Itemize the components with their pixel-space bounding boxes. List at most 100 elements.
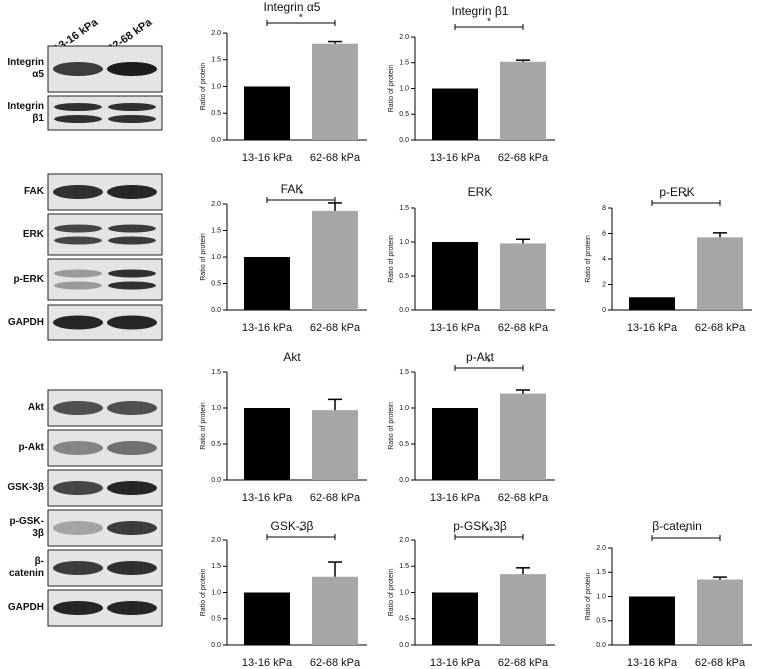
bar bbox=[500, 393, 546, 480]
y-tick-label: 0.5 bbox=[211, 280, 221, 287]
bar bbox=[629, 596, 675, 645]
x-tick-label: 62-68 kPa bbox=[695, 322, 746, 334]
band bbox=[107, 561, 157, 575]
y-tick-label: 0.0 bbox=[596, 642, 606, 649]
band bbox=[53, 521, 103, 535]
chart-title: GSK-3β bbox=[271, 519, 314, 533]
blot-label: FAK bbox=[24, 186, 44, 197]
bar bbox=[312, 43, 358, 141]
band bbox=[53, 481, 103, 495]
y-tick-label: 0.5 bbox=[211, 110, 221, 117]
blot-label: Akt bbox=[27, 402, 44, 413]
chart-title: Akt bbox=[283, 350, 301, 364]
y-tick-label: 1.0 bbox=[211, 405, 221, 412]
chart-title: ERK bbox=[468, 185, 493, 199]
bar bbox=[432, 408, 478, 480]
blot-label: Integrin β1 bbox=[7, 101, 44, 124]
y-tick-label: 1.5 bbox=[211, 227, 221, 234]
y-tick-label: 2.0 bbox=[399, 34, 409, 41]
y-axis-label: Ratio of protein bbox=[200, 402, 207, 450]
band bbox=[108, 236, 156, 245]
y-tick-label: 0.5 bbox=[211, 441, 221, 448]
x-tick-label: 13-16 kPa bbox=[430, 657, 481, 669]
y-tick-label: 0.0 bbox=[211, 137, 221, 144]
x-tick-label: 62-68 kPa bbox=[310, 657, 361, 669]
blot-label: p-Akt bbox=[18, 442, 44, 453]
y-tick-label: 0.5 bbox=[399, 616, 409, 623]
blot-label: GAPDH bbox=[7, 602, 44, 613]
y-tick-label: 1.0 bbox=[596, 593, 606, 600]
band bbox=[108, 103, 156, 111]
y-tick-label: 1.5 bbox=[211, 57, 221, 64]
bar bbox=[244, 86, 290, 140]
band bbox=[53, 185, 103, 199]
x-tick-label: 13-16 kPa bbox=[242, 322, 293, 334]
y-axis-label: Ratio of protein bbox=[388, 65, 395, 113]
x-tick-label: 62-68 kPa bbox=[498, 322, 549, 334]
y-axis-label: Ratio of protein bbox=[585, 235, 592, 283]
band bbox=[53, 315, 103, 330]
y-axis-label: Ratio of protein bbox=[585, 573, 592, 621]
y-tick-label: 0.5 bbox=[596, 618, 606, 625]
y-tick-label: 8 bbox=[602, 205, 606, 212]
y-tick-label: 2.0 bbox=[596, 545, 606, 552]
y-tick-label: 0.0 bbox=[211, 477, 221, 484]
y-tick-label: 1.0 bbox=[211, 589, 221, 596]
band bbox=[108, 281, 156, 290]
y-axis-label: Ratio of protein bbox=[388, 569, 395, 617]
chart-title: p-Akt bbox=[466, 350, 495, 364]
band bbox=[54, 269, 102, 278]
blot-label: GSK-3β bbox=[7, 482, 44, 493]
y-axis-label: Ratio of protein bbox=[388, 235, 395, 283]
y-tick-label: 0.5 bbox=[399, 273, 409, 280]
x-tick-label: 13-16 kPa bbox=[430, 492, 481, 504]
band bbox=[107, 481, 157, 495]
blot-label: β-catenin bbox=[8, 556, 44, 579]
y-tick-label: 4 bbox=[602, 256, 606, 263]
bar bbox=[244, 408, 290, 480]
y-tick-label: 0.5 bbox=[399, 111, 409, 118]
bar bbox=[500, 574, 546, 645]
bar bbox=[244, 257, 290, 310]
y-tick-label: 0 bbox=[602, 307, 606, 314]
band bbox=[54, 103, 102, 111]
bar bbox=[312, 576, 358, 645]
band bbox=[53, 441, 103, 455]
x-tick-label: 62-68 kPa bbox=[498, 152, 549, 164]
chart-title: p-ERK bbox=[659, 185, 694, 199]
y-tick-label: 1.0 bbox=[399, 239, 409, 246]
y-tick-label: 1.5 bbox=[596, 569, 606, 576]
band bbox=[107, 601, 157, 615]
y-tick-label: 2 bbox=[602, 281, 606, 288]
y-tick-label: 0.0 bbox=[399, 477, 409, 484]
significance-label: * bbox=[487, 17, 491, 28]
y-tick-label: 1.5 bbox=[399, 563, 409, 570]
y-tick-label: 0.5 bbox=[399, 441, 409, 448]
blot-label: GAPDH bbox=[7, 316, 44, 328]
y-tick-label: 0.0 bbox=[211, 307, 221, 314]
blot-label: ERK bbox=[22, 228, 44, 240]
x-tick-label: 13-16 kPa bbox=[627, 657, 678, 669]
bar bbox=[697, 579, 743, 645]
band bbox=[54, 115, 102, 123]
bar bbox=[312, 410, 358, 480]
y-tick-label: 0.0 bbox=[399, 307, 409, 314]
y-tick-label: 0.5 bbox=[211, 616, 221, 623]
x-tick-label: 13-16 kPa bbox=[430, 322, 481, 334]
blot-box bbox=[47, 95, 163, 131]
band bbox=[108, 224, 156, 233]
blot-label: Integrin α5 bbox=[7, 57, 44, 80]
y-axis-label: Ratio of protein bbox=[200, 63, 207, 111]
y-tick-label: 1.5 bbox=[211, 369, 221, 376]
y-axis-label: Ratio of protein bbox=[388, 402, 395, 450]
bar bbox=[500, 243, 546, 310]
band bbox=[107, 315, 157, 330]
y-axis-label: Ratio of protein bbox=[200, 233, 207, 281]
y-tick-label: 1.0 bbox=[211, 83, 221, 90]
band bbox=[107, 441, 157, 455]
y-tick-label: 1.5 bbox=[211, 563, 221, 570]
band bbox=[53, 601, 103, 615]
y-axis-label: Ratio of protein bbox=[200, 569, 207, 617]
